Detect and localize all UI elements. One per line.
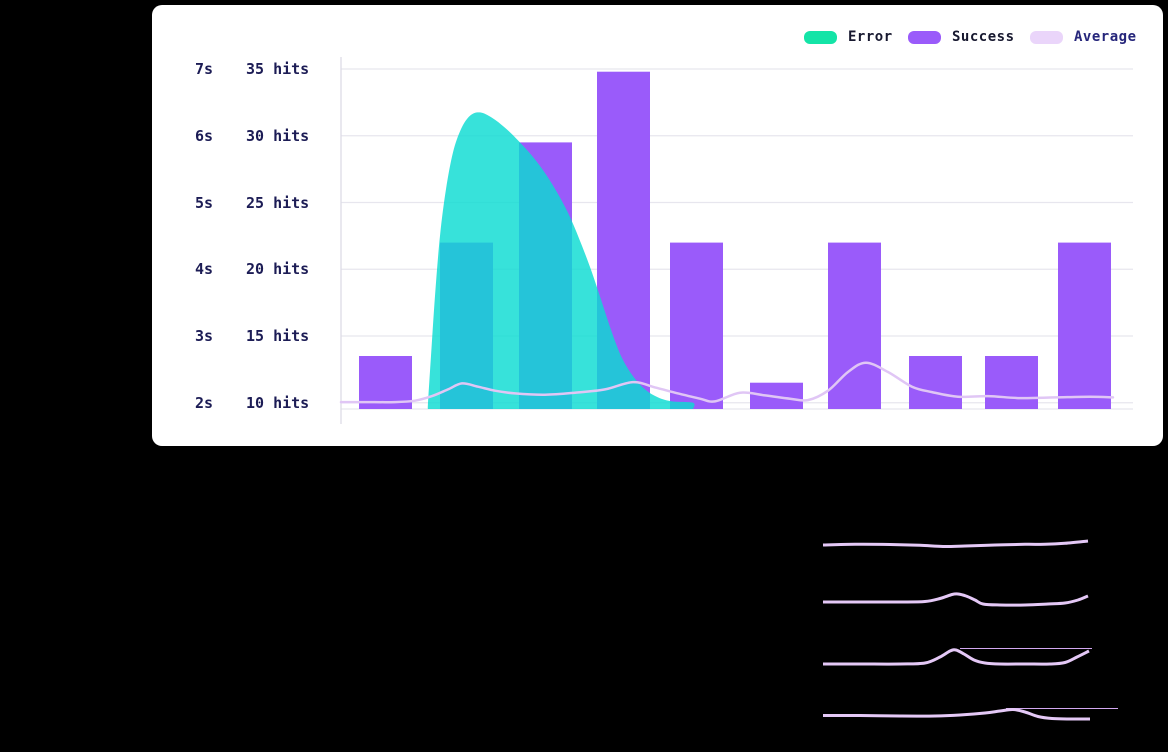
average-swatch [1030, 30, 1063, 44]
main-chart-svg [339, 57, 1133, 424]
sparkline-1 [822, 539, 1089, 549]
hits-tick-label: 10 hits [246, 393, 310, 412]
legend-item-success[interactable]: Success [908, 28, 1015, 46]
hits-tick-label: 15 hits [246, 327, 310, 345]
hits-tick-label: 35 hits [246, 60, 310, 78]
hits-tick-label: 30 hits [246, 126, 310, 145]
legend-label: Average [1074, 29, 1137, 45]
legend-item-error[interactable]: Error [804, 28, 893, 46]
success-bar [670, 242, 723, 409]
seconds-tick-label: 5s [195, 193, 214, 212]
chart-card: Error Success Average 7s 35 hits 6s 30 hits 5s… [152, 5, 1163, 446]
sparkline-3 [823, 648, 1090, 666]
legend-label: Error [848, 29, 893, 45]
error-area [427, 112, 695, 410]
sparkline-4 [822, 707, 1091, 721]
hits-tick-label: 25 hits [246, 193, 310, 212]
legend-label: Success [952, 29, 1015, 45]
success-bar [985, 356, 1038, 409]
seconds-tick-label: 3s [195, 327, 214, 345]
seconds-tick-label: 6s [195, 126, 214, 145]
chart-legend: Error Success Average [152, 28, 1163, 48]
error-swatch [804, 30, 837, 44]
seconds-tick-label: 7s [195, 60, 214, 78]
sparkline-2 [822, 592, 1089, 607]
hits-tick-label: 20 hits [246, 260, 310, 279]
success-bar [1058, 242, 1111, 409]
success-bar [359, 356, 412, 409]
seconds-tick-label: 4s [195, 260, 214, 279]
legend-item-average[interactable]: Average [1030, 28, 1137, 46]
success-swatch [908, 30, 941, 44]
average-line [339, 361, 1115, 404]
seconds-tick-label: 2s [195, 393, 214, 412]
success-bar [909, 356, 962, 409]
